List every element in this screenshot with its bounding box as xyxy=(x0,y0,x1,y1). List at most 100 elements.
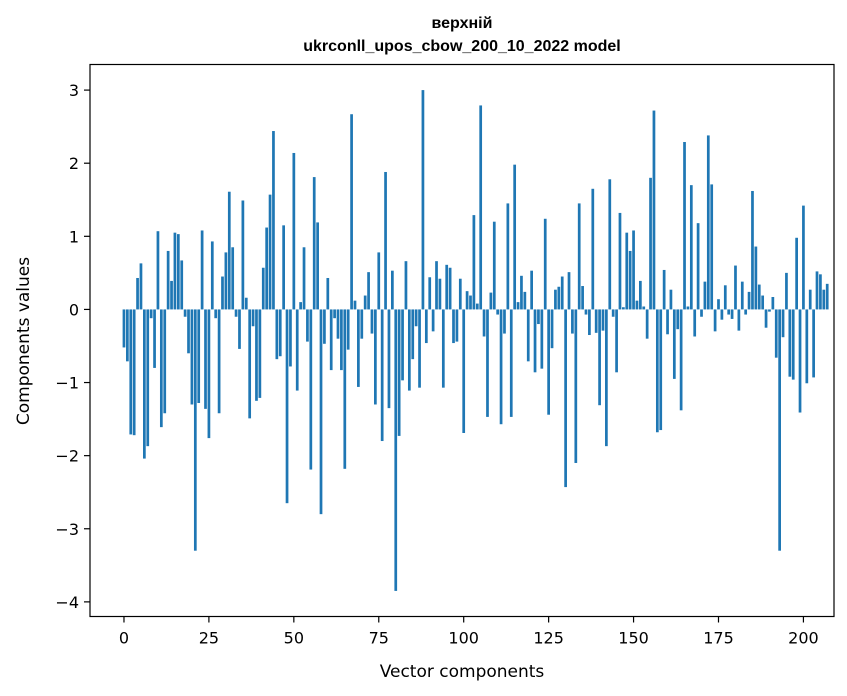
bar-186 xyxy=(754,246,758,310)
bar-130 xyxy=(564,309,567,488)
bar-4 xyxy=(136,277,139,310)
bar-7 xyxy=(146,309,150,447)
bar-188 xyxy=(761,295,765,310)
bar-31 xyxy=(227,191,231,310)
bar-30 xyxy=(224,252,228,310)
bar-95 xyxy=(445,264,449,310)
bar-101 xyxy=(465,291,469,310)
bar-56 xyxy=(312,177,316,310)
y-tick-label: −1 xyxy=(55,374,79,393)
bar-144 xyxy=(611,309,615,317)
bar-114 xyxy=(509,309,513,417)
bar-29 xyxy=(221,276,224,310)
bar-178 xyxy=(727,309,731,315)
bar-149 xyxy=(628,250,632,310)
bar-183 xyxy=(744,309,748,315)
bar-189 xyxy=(764,309,768,328)
bar-39 xyxy=(255,309,258,401)
bar-67 xyxy=(350,114,353,310)
bar-204 xyxy=(815,271,819,310)
x-tick-label: 175 xyxy=(703,629,734,648)
bar-181 xyxy=(737,309,741,331)
bar-100 xyxy=(462,309,466,433)
bar-119 xyxy=(526,309,530,362)
x-tick-label: 25 xyxy=(199,629,219,648)
bar-75 xyxy=(377,252,381,310)
bar-33 xyxy=(234,309,238,317)
bar-16 xyxy=(176,234,180,310)
bar-190 xyxy=(768,309,771,312)
bar-44 xyxy=(272,131,275,310)
bar-191 xyxy=(771,297,775,310)
bar-77 xyxy=(384,171,387,310)
bar-87 xyxy=(418,309,421,388)
bar-112 xyxy=(503,309,506,334)
y-tick-label: 3 xyxy=(69,81,79,100)
x-tick-label: 125 xyxy=(533,629,564,648)
bar-167 xyxy=(689,185,693,310)
bar-27 xyxy=(214,309,218,319)
bar-207 xyxy=(825,283,829,310)
bar-17 xyxy=(180,260,184,310)
bar-28 xyxy=(217,309,221,414)
bar-156 xyxy=(652,110,656,310)
bar-93 xyxy=(438,278,442,310)
x-tick-label: 100 xyxy=(448,629,479,648)
bar-153 xyxy=(642,306,646,310)
y-tick-label: 2 xyxy=(69,154,79,173)
bar-200 xyxy=(802,205,805,310)
bar-92 xyxy=(435,261,438,310)
bar-202 xyxy=(808,289,812,310)
bar-128 xyxy=(557,286,561,310)
bar-84 xyxy=(407,309,411,391)
bar-106 xyxy=(482,309,486,337)
bar-1 xyxy=(126,309,129,362)
bar-197 xyxy=(791,309,795,380)
bar-64 xyxy=(340,309,343,371)
bar-65 xyxy=(343,309,347,469)
bar-115 xyxy=(513,164,517,310)
bar-122 xyxy=(537,309,540,325)
bar-85 xyxy=(411,309,415,360)
bar-157 xyxy=(655,309,659,433)
bar-201 xyxy=(805,309,809,384)
bar-35 xyxy=(241,200,245,310)
bar-10 xyxy=(156,231,160,310)
x-axis-label: Vector components xyxy=(380,662,545,682)
bar-187 xyxy=(757,284,761,310)
bar-110 xyxy=(496,309,500,315)
bar-199 xyxy=(798,309,802,413)
bar-69 xyxy=(357,309,360,387)
bar-74 xyxy=(374,309,377,405)
bar-160 xyxy=(666,309,669,335)
bar-146 xyxy=(618,212,622,310)
bar-121 xyxy=(533,309,537,373)
x-tick-label: 150 xyxy=(618,629,649,648)
bar-192 xyxy=(774,309,778,358)
bar-173 xyxy=(710,184,714,310)
bar-99 xyxy=(458,278,462,310)
bar-169 xyxy=(696,223,700,310)
bar-170 xyxy=(700,309,703,317)
bar-14 xyxy=(170,280,173,310)
bar-42 xyxy=(265,227,269,310)
bar-203 xyxy=(812,309,815,378)
bar-172 xyxy=(706,135,710,310)
y-axis-ticks: −4 −3 −2 −1 0 1 2 3 xyxy=(55,81,90,612)
bar-80 xyxy=(394,309,398,591)
bar-184 xyxy=(747,291,751,310)
bars-group xyxy=(122,90,829,591)
bar-104 xyxy=(475,303,479,310)
bar-90 xyxy=(428,277,432,310)
plot-area-frame xyxy=(89,63,835,618)
bar-193 xyxy=(778,309,781,551)
bar-68 xyxy=(353,300,357,310)
bar-54 xyxy=(306,309,309,342)
bar-162 xyxy=(672,309,676,379)
bar-145 xyxy=(615,309,618,373)
bar-206 xyxy=(822,289,826,310)
y-tick-label: −4 xyxy=(55,593,79,612)
bar-40 xyxy=(258,309,262,398)
bar-60 xyxy=(326,277,330,310)
bar-118 xyxy=(523,291,527,310)
